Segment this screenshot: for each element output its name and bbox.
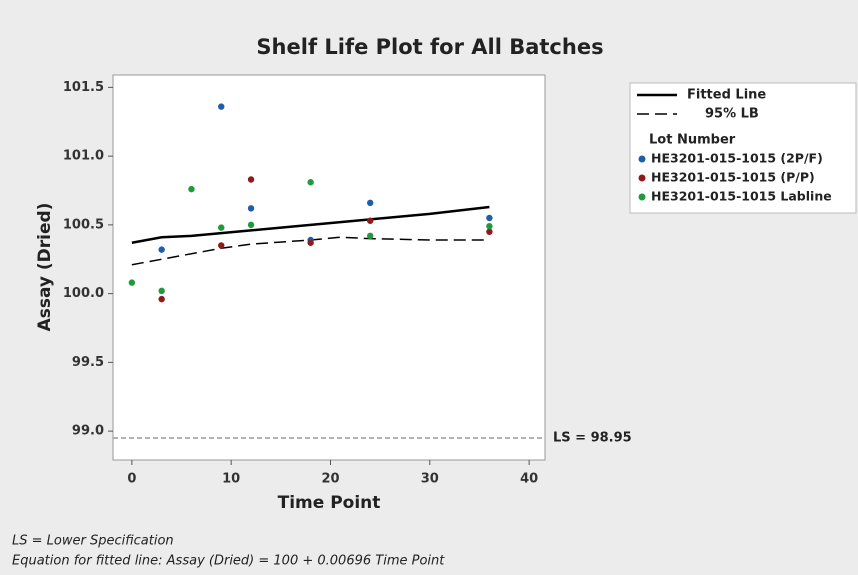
data-point (128, 279, 136, 286)
data-point (307, 239, 314, 246)
chart-title: Shelf Life Plot for All Batches (256, 35, 603, 59)
y-axis-label: Assay (Dried) (35, 203, 55, 332)
data-point (247, 176, 255, 183)
data-point (158, 246, 165, 253)
data-point (158, 295, 165, 303)
x-tick-label: 40 (520, 472, 538, 487)
y-tick-label: 100.0 (63, 286, 104, 301)
data-point (367, 199, 374, 207)
data-point (367, 217, 374, 224)
x-tick-label: 20 (321, 472, 339, 487)
lower-bound-line (131, 236, 490, 266)
legend-swatch (638, 155, 646, 163)
y-tick-label: 99.5 (72, 355, 104, 370)
x-tick-label: 0 (127, 472, 136, 487)
data-point (307, 179, 314, 186)
legend-label: HE3201-015-1015 (P/P) (651, 170, 815, 185)
fitted-line (131, 205, 490, 244)
legend-label: Fitted Line (687, 88, 766, 103)
data-point (367, 232, 374, 240)
legend-label: HE3201-015-1015 (2P/F) (651, 151, 823, 166)
legend-title: Lot Number (649, 133, 736, 148)
data-point (218, 103, 225, 110)
footnote: Equation for fitted line: Assay (Dried) … (12, 554, 445, 569)
legend-box (629, 82, 857, 214)
data-point (247, 221, 255, 229)
plot-frame (112, 74, 546, 461)
data-point (486, 214, 493, 222)
legend-swatch (638, 174, 646, 182)
data-point (218, 242, 225, 249)
footnote: LS = Lower Specification (12, 534, 174, 549)
y-tick-label: 101.5 (63, 80, 104, 95)
y-tick-label: 99.0 (72, 424, 104, 439)
data-point (158, 287, 165, 295)
y-tick-label: 101.0 (63, 149, 104, 164)
x-tick-label: 10 (222, 472, 240, 487)
y-tick-label: 100.5 (63, 217, 104, 232)
data-point (486, 223, 493, 230)
x-axis-label: Time Point (278, 493, 381, 513)
plot-area (113, 75, 545, 460)
data-point (247, 205, 255, 212)
spec-limit-label: LS = 98.95 (553, 431, 632, 446)
data-point (188, 185, 195, 193)
legend-label: HE3201-015-1015 Labline (651, 189, 832, 204)
data-point (218, 224, 225, 231)
legend-label: 95% LB (705, 107, 759, 122)
data-point (486, 228, 493, 235)
legend-swatch (638, 193, 646, 201)
x-tick-label: 30 (421, 472, 439, 487)
